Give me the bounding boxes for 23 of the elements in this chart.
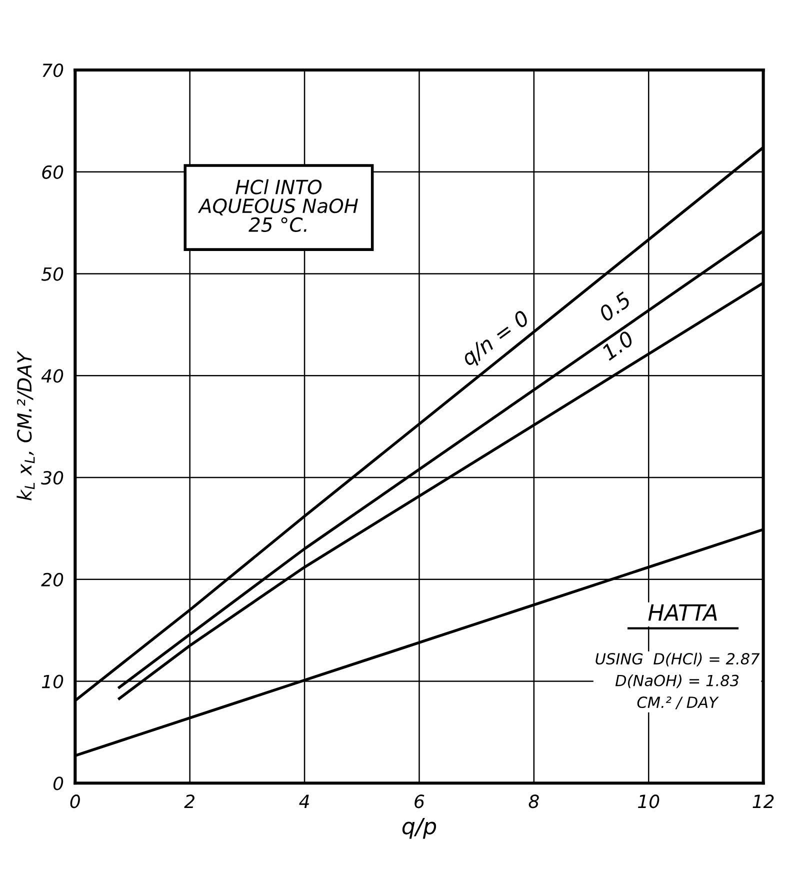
y-tick-label: 0 <box>53 776 64 790</box>
y-axis-title: k$_{L}$ x$_{L}$, CM.²/DAY <box>16 350 35 500</box>
y-tick-label: 70 <box>42 63 64 78</box>
x-tick-label: 2 <box>184 794 194 808</box>
x-tick-label: 12 <box>752 794 774 808</box>
annotation: USING D(HCl) = 2.87 D(NaOH) = 1.83 CM.² / DAY <box>596 652 760 710</box>
text: q/n = 0 <box>460 309 533 370</box>
x-tick-label: 4 <box>299 794 309 808</box>
annotation: HCl INTO AQUEOUS NaOH 25 °C. <box>198 179 358 232</box>
series-label: HATTA <box>648 604 717 621</box>
x-axis-title: q/p <box>402 818 436 839</box>
x-tick-label: 6 <box>414 794 424 808</box>
y-tick-label: 30 <box>41 470 64 485</box>
y-tick-label: 40 <box>41 369 64 383</box>
y-tick-label: 50 <box>41 267 64 281</box>
text: 0.5 <box>598 291 632 322</box>
x-tick-label: 10 <box>638 794 660 808</box>
y-tick-label: 10 <box>42 674 64 688</box>
x-tick-label: 8 <box>528 794 539 808</box>
y-tick-label: 20 <box>41 572 64 586</box>
x-tick-label: 0 <box>70 794 80 808</box>
y-tick-label: 60 <box>42 165 64 179</box>
text: 1.0 <box>600 330 635 361</box>
